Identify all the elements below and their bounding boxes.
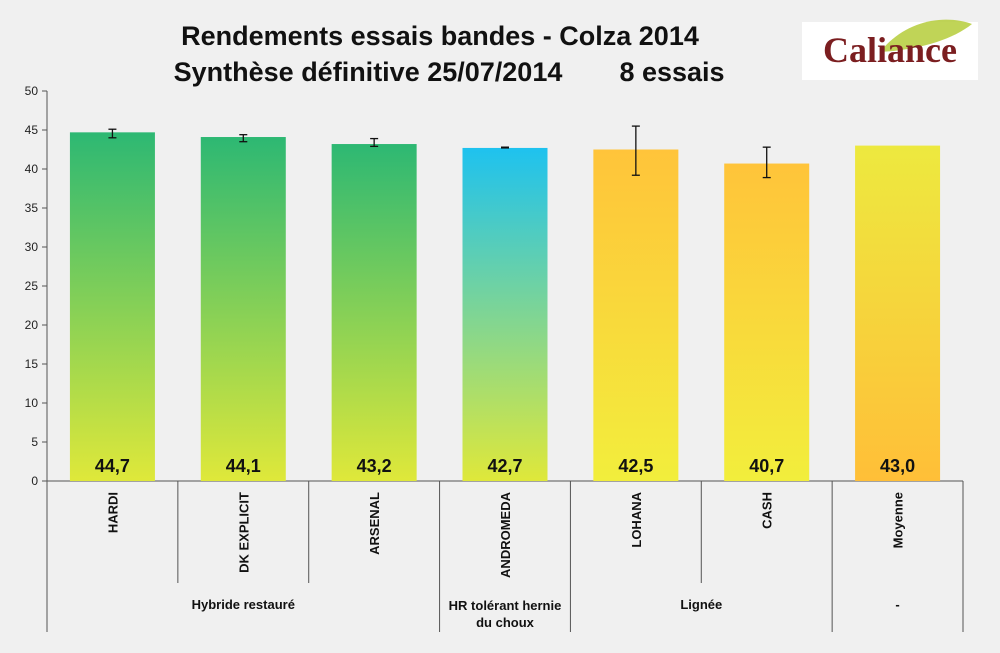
category-axis: HARDI DK EXPLICIT ARSENAL ANDROMEDA LOHANA CA… bbox=[46, 481, 964, 632]
bar bbox=[69, 132, 155, 481]
bar bbox=[331, 144, 417, 482]
data-label: 44,7 bbox=[95, 456, 130, 476]
y-tick-label: 10 bbox=[25, 396, 39, 410]
group-label: du choux bbox=[476, 615, 535, 630]
category-label: ARSENAL bbox=[367, 492, 382, 555]
data-label: 42,7 bbox=[487, 456, 522, 476]
group-label: - bbox=[895, 597, 899, 612]
group-label: HR tolérant hernie bbox=[449, 598, 562, 613]
category-label: Moyenne bbox=[891, 492, 906, 548]
bar bbox=[724, 163, 810, 482]
leaf-icon bbox=[880, 19, 972, 52]
chart-subtitle: Synthèse définitive 25/07/2014 bbox=[174, 57, 563, 87]
y-tick-label: 20 bbox=[25, 318, 39, 332]
data-labels: 44,7 44,1 43,2 42,7 42,5 40,7 43,0 bbox=[95, 456, 915, 476]
bar bbox=[462, 147, 548, 481]
category-label: ANDROMEDA bbox=[498, 491, 513, 578]
category-label: LOHANA bbox=[629, 491, 644, 547]
y-tick-label: 5 bbox=[31, 435, 38, 449]
data-label: 44,1 bbox=[226, 456, 261, 476]
bar bbox=[593, 149, 679, 481]
y-tick-label: 45 bbox=[25, 123, 39, 137]
group-label: Hybride restauré bbox=[192, 597, 295, 612]
chart-title: Rendements essais bandes - Colza 2014 bbox=[181, 21, 699, 51]
logo-text: Caliance bbox=[823, 30, 957, 70]
category-label: DK EXPLICIT bbox=[236, 492, 251, 573]
category-label: HARDI bbox=[105, 492, 120, 533]
data-label: 43,2 bbox=[357, 456, 392, 476]
y-tick-label: 0 bbox=[31, 474, 38, 488]
bar bbox=[855, 145, 941, 481]
bars bbox=[69, 132, 941, 482]
group-label: Lignée bbox=[680, 597, 722, 612]
error-bars bbox=[108, 125, 771, 179]
caliance-logo: Caliance bbox=[802, 19, 978, 80]
category-label: CASH bbox=[760, 492, 775, 529]
y-tick-label: 15 bbox=[25, 357, 39, 371]
y-tick-label: 35 bbox=[25, 201, 39, 215]
y-tick-label: 40 bbox=[25, 162, 39, 176]
data-label: 43,0 bbox=[880, 456, 915, 476]
trial-count: 8 essais bbox=[619, 57, 724, 87]
y-tick-label: 30 bbox=[25, 240, 39, 254]
bar bbox=[200, 137, 286, 481]
data-label: 40,7 bbox=[749, 456, 784, 476]
y-tick-label: 25 bbox=[25, 279, 39, 293]
data-label: 42,5 bbox=[618, 456, 653, 476]
y-tick-label: 50 bbox=[25, 84, 39, 98]
